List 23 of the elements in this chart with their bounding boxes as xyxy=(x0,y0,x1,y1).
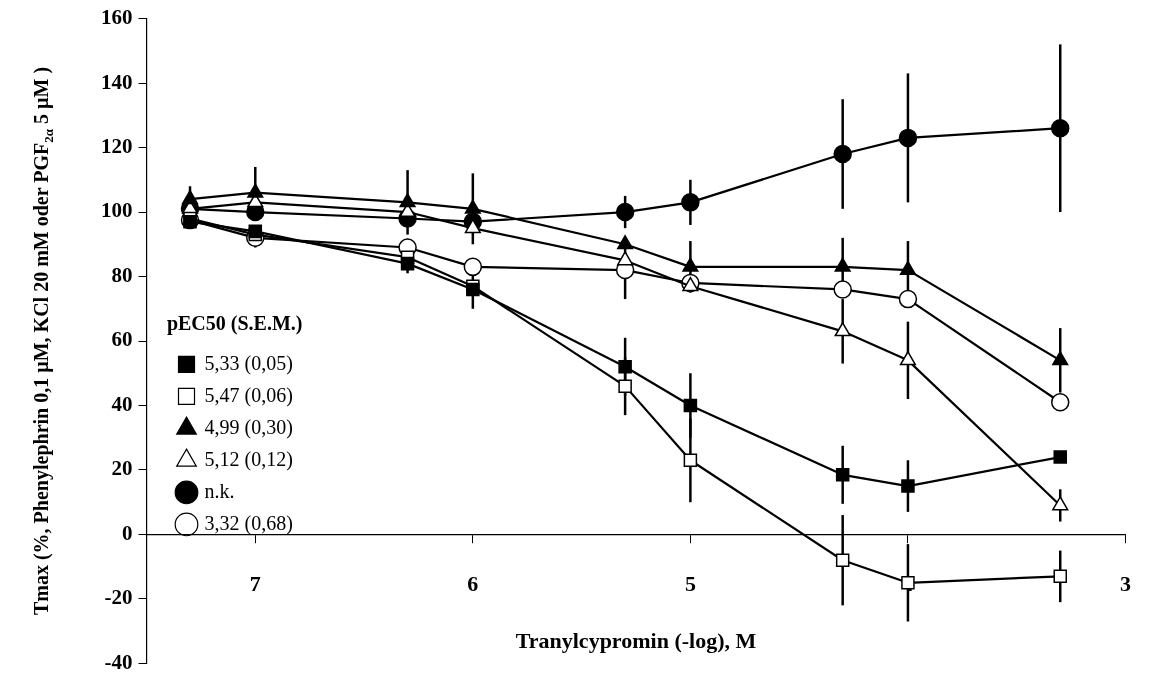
y-tick-label: 60 xyxy=(111,327,133,352)
y-tick-label: -40 xyxy=(104,649,133,674)
y-tick-label: 160 xyxy=(101,5,133,30)
legend-label: n.k. xyxy=(204,479,235,502)
legend-label: 4,99 (0,30) xyxy=(204,415,293,439)
x-tick-label: 5 xyxy=(684,571,696,597)
y-tick-label: 80 xyxy=(111,262,133,287)
legend-label: 3,32 (0,68) xyxy=(204,511,293,535)
legend-label: 5,12 (0,12) xyxy=(204,447,293,471)
y-tick-label: 40 xyxy=(111,391,133,416)
x-tick-label: 7 xyxy=(249,571,261,597)
x-axis-title: Tranylcypromin (-log), M xyxy=(515,627,757,653)
y-tick-label: 140 xyxy=(101,69,133,94)
legend-label: 5,33 (0,05) xyxy=(204,351,293,375)
legend-label: 5,47 (0,06) xyxy=(204,383,293,407)
legend-title: pEC50 (S.E.M.) xyxy=(166,311,303,335)
x-tick-label: 6 xyxy=(467,571,479,597)
y-tick-label: 0 xyxy=(122,520,133,545)
y-tick-label: -20 xyxy=(104,585,133,610)
x-tick-label: 3 xyxy=(1120,571,1131,597)
y-tick-label: 120 xyxy=(101,133,133,158)
y-tick-label: 20 xyxy=(111,456,133,481)
y-tick-label: 100 xyxy=(101,198,133,223)
